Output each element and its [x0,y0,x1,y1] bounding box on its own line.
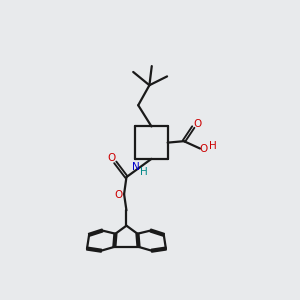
Text: O: O [107,153,115,163]
Text: O: O [200,143,208,154]
Text: O: O [115,190,123,200]
Text: O: O [193,119,201,129]
Text: H: H [208,141,216,151]
Text: N: N [132,162,140,172]
Text: H: H [140,167,147,177]
